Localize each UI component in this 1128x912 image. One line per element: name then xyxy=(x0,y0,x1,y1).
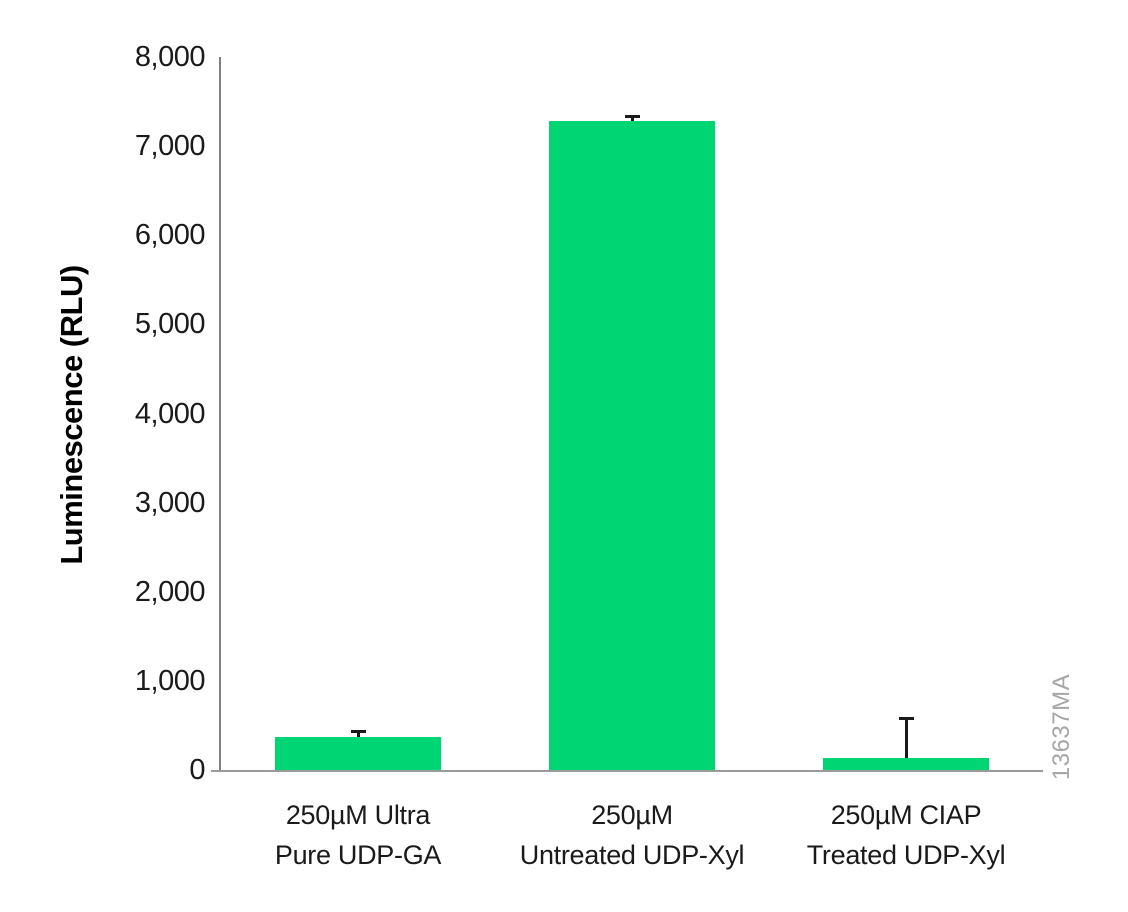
error-bar-cap xyxy=(625,115,640,118)
y-tick-label: 8,000 xyxy=(134,41,206,73)
bar-2 xyxy=(549,121,715,770)
x-category-label-2: 250µM Untreated UDP-Xyl xyxy=(492,795,772,875)
y-tick-label: 2,000 xyxy=(134,575,206,608)
y-tick-label: 5,000 xyxy=(134,308,206,341)
x-category-label-line: 250µM CIAP xyxy=(830,800,982,830)
bar-3 xyxy=(823,758,989,770)
plot-area xyxy=(211,57,1043,772)
x-category-label-line: 250µM Ultra xyxy=(285,800,431,830)
x-category-label-line: 250µM xyxy=(591,800,673,830)
y-tick-label: 3,000 xyxy=(134,486,206,519)
x-axis-line xyxy=(211,770,1043,772)
error-bar-line xyxy=(905,717,908,758)
y-tick-label: 4,000 xyxy=(134,397,206,430)
y-tick-label: 7,000 xyxy=(134,130,206,163)
watermark-text: 13637MA xyxy=(1048,673,1075,781)
x-category-label-3: 250µM CIAP Treated UDP-Xyl xyxy=(766,795,1046,875)
y-axis-line xyxy=(219,57,221,772)
error-bar-cap xyxy=(899,717,914,720)
bar-1 xyxy=(275,737,441,770)
x-category-label-line: Untreated UDP-Xyl xyxy=(519,840,745,870)
x-category-label-1: 250µM Ultra Pure UDP-GA xyxy=(218,795,498,875)
x-category-label-line: Treated UDP-Xyl xyxy=(806,840,1006,870)
x-category-label-line: Pure UDP-GA xyxy=(274,840,442,870)
error-bar-line xyxy=(631,115,634,121)
y-tick-label: 1,000 xyxy=(134,664,206,697)
y-tick-label: 0 xyxy=(189,754,205,786)
error-bar-cap xyxy=(351,730,366,733)
error-bar-line xyxy=(357,730,360,737)
y-tick-label: 6,000 xyxy=(134,219,206,252)
